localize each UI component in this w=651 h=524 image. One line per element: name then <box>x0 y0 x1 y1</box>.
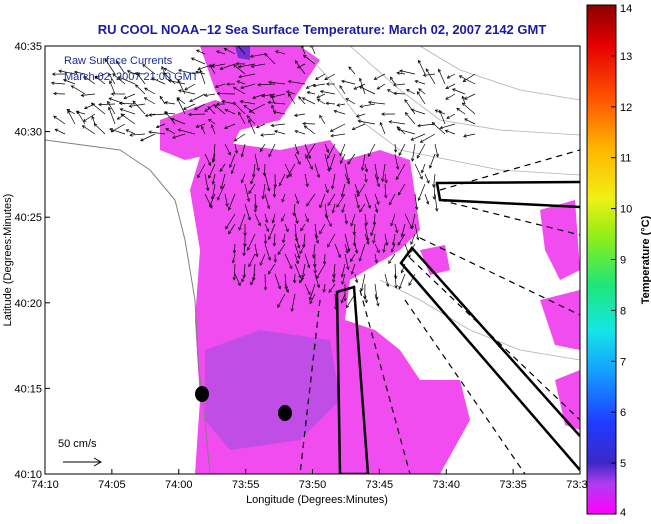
y-tick-label: 40:15 <box>14 383 42 395</box>
colorbar-tick-label: 14 <box>620 3 632 15</box>
x-tick-label: 73:45 <box>366 479 394 491</box>
y-tick-label: 40:35 <box>14 41 42 53</box>
scale-label: 50 cm/s <box>58 438 97 450</box>
colorbar-tick-label: 7 <box>620 356 626 368</box>
colorbar-tick-label: 5 <box>620 458 626 470</box>
colorbar-tick-label: 9 <box>620 255 626 267</box>
x-tick-label: 74:05 <box>98 479 126 491</box>
x-tick-label: 73:50 <box>299 479 327 491</box>
station-marker-2 <box>278 405 292 421</box>
y-tick-label: 40:10 <box>14 469 42 481</box>
overlay-label: Raw Surface Currents <box>64 55 173 67</box>
chart-title: RU COOL NOAA−12 Sea Surface Temperature:… <box>98 22 547 37</box>
colorbar-tick-label: 8 <box>620 305 626 317</box>
colorbar-tick-label: 6 <box>620 407 626 419</box>
x-tick-label: 74:00 <box>165 479 193 491</box>
y-axis-label: Latitude (Degrees:Minutes) <box>2 194 14 327</box>
colorbar-tick-label: 13 <box>620 51 632 63</box>
colorbar-tick-label: 11 <box>620 153 631 165</box>
colorbar-tick-label: 10 <box>620 204 632 216</box>
colorbar-tick-label: 12 <box>620 102 632 114</box>
colorbar-tick-label: 4 <box>620 507 626 519</box>
x-axis-label: Longitude (Degrees:Minutes) <box>246 494 388 506</box>
y-tick-label: 40:20 <box>14 298 42 310</box>
colorbar-label: Temperature (°C) <box>640 215 651 304</box>
x-tick-label: 73:55 <box>232 479 260 491</box>
y-tick-label: 40:30 <box>14 127 42 139</box>
x-tick-label: 73:40 <box>432 479 460 491</box>
y-tick-label: 40:25 <box>14 212 42 224</box>
x-tick-label: 73:35 <box>499 479 527 491</box>
station-marker-1 <box>195 386 209 402</box>
overlay-timestamp: March 02, 2007 21:00 GMT <box>64 71 199 83</box>
